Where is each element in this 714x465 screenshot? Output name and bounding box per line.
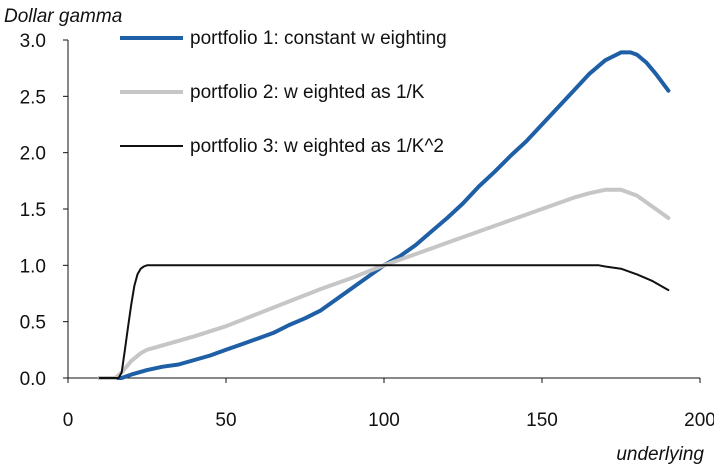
y-axis-title: Dollar gamma [4,6,122,27]
x-axis-title: underlying [616,444,704,465]
x-ticks: 0 50 100 150 200 [63,378,714,431]
x-tick-label: 150 [526,410,558,431]
y-tick-label: 0.5 [20,313,46,334]
legend-label-3: portfolio 3: w eighted as 1/K^2 [190,136,444,157]
series-lines [97,50,671,380]
legend-label-2: portfolio 2: w eighted as 1/K [190,82,425,103]
y-ticks: 0.0 0.5 1.0 1.5 2.0 2.5 3.0 [20,31,68,390]
x-tick-label: 100 [368,410,400,431]
x-tick-label: 50 [215,410,236,431]
y-tick-label: 3.0 [20,31,46,52]
series-line-2 [97,187,671,380]
y-tick-label: 0.0 [20,369,46,390]
y-tick-label: 1.5 [20,200,46,221]
x-tick-label: 0 [63,410,74,431]
x-tick-label: 200 [684,410,714,431]
y-tick-label: 2.0 [20,144,46,165]
y-tick-label: 1.0 [20,256,46,277]
legend: portfolio 1: constant w eighting portfoli… [120,28,447,157]
y-tick-label: 2.5 [20,87,46,108]
legend-label-1: portfolio 1: constant w eighting [190,28,447,49]
series-line-3 [98,264,670,379]
